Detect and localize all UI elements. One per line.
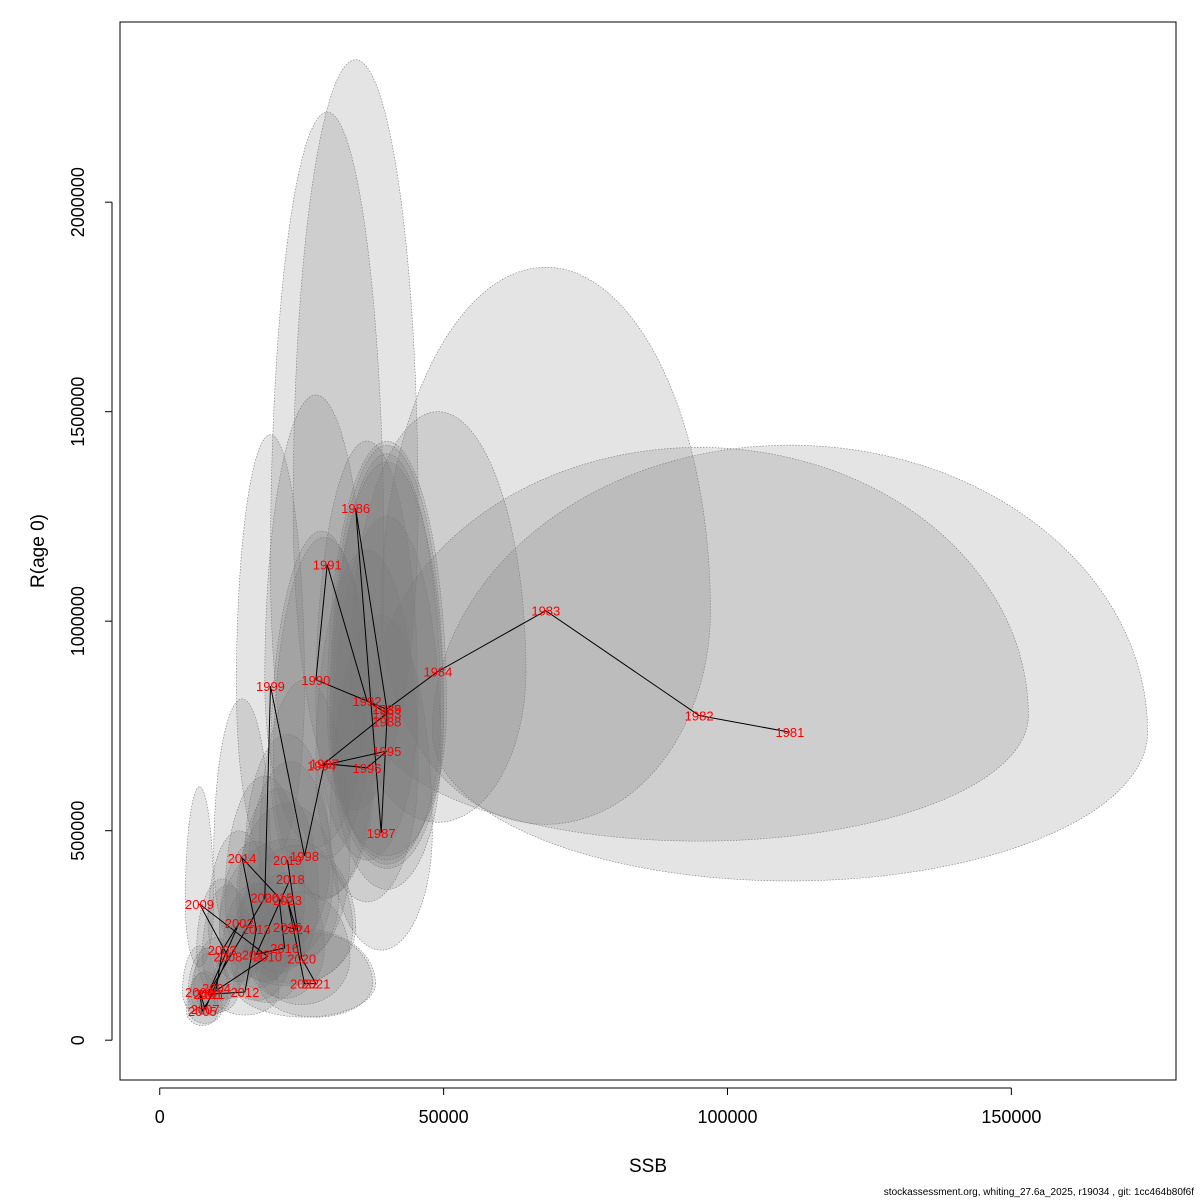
year-label-2024: 2024 (282, 922, 311, 937)
y-tick-label: 0 (68, 1035, 88, 1045)
year-label-2001: 2001 (194, 987, 223, 1002)
year-label-2018: 2018 (276, 872, 305, 887)
year-label-2003: 2003 (208, 943, 237, 958)
year-label-2015: 2015 (265, 891, 294, 906)
footer-note: stockassessment.org, whiting_27.6a_2025,… (883, 1187, 1194, 1198)
year-label-2022: 2022 (290, 977, 319, 992)
y-tick-label: 500000 (68, 801, 88, 861)
year-label-1989: 1989 (372, 702, 401, 717)
ellipse-1983 (380, 266, 711, 825)
year-label-1996: 1996 (353, 761, 382, 776)
ellipse-2013 (219, 841, 294, 988)
y-tick-label: 1500000 (68, 377, 88, 447)
y-axis: 0 500000 1000000 1500000 2000000 (68, 167, 113, 1045)
x-axis: 0 50000 100000 150000 (155, 1087, 1041, 1127)
year-label-2012: 2012 (230, 985, 259, 1000)
ellipse-1999 (236, 434, 305, 863)
ellipse-1995 (332, 516, 442, 890)
year-label-2013: 2013 (242, 922, 271, 937)
year-label-1995: 1995 (372, 744, 401, 759)
ellipse-2017 (221, 882, 291, 1001)
trajectory-polyline (199, 508, 790, 1013)
ellipse-2009 (184, 786, 214, 968)
year-label-1985: 1985 (372, 702, 401, 717)
year-label-1998: 1998 (290, 849, 319, 864)
year-label-2005: 2005 (188, 1004, 217, 1019)
y-tick-label: 2000000 (68, 167, 88, 237)
year-label-1994: 1994 (307, 759, 336, 774)
year-label-2007: 2007 (191, 1002, 220, 1017)
year-label-2019: 2019 (273, 853, 302, 868)
year-label-2004: 2004 (202, 981, 231, 996)
year-label-2008: 2008 (213, 949, 242, 964)
year-label-2010: 2010 (253, 949, 282, 964)
plot-frame (119, 21, 1177, 1081)
confidence-ellipses (182, 59, 1148, 1026)
year-label-1997: 1997 (310, 757, 339, 772)
ellipse-2020 (253, 891, 351, 1005)
ellipse-2019 (244, 734, 331, 949)
x-tick-label: 150000 (981, 1107, 1041, 1127)
x-axis-title: SSB (629, 1156, 667, 1177)
x-tick-label: 50000 (419, 1107, 469, 1127)
year-label-1991: 1991 (313, 558, 342, 573)
ellipse-1984 (349, 411, 527, 823)
ellipse-2001 (187, 947, 229, 1016)
year-label-2023: 2023 (273, 893, 302, 908)
year-label-2000: 2000 (250, 891, 279, 906)
y-axis-title: R(age 0) (28, 514, 49, 588)
year-label-2017: 2017 (242, 947, 271, 962)
ellipse-2024 (238, 845, 354, 984)
ellipse-2016 (244, 872, 325, 999)
y-tick-label: 1000000 (68, 586, 88, 656)
year-label-2020: 2020 (287, 951, 316, 966)
year-label-1983: 1983 (531, 604, 560, 619)
ellipse-2015 (238, 788, 320, 974)
ellipse-2003 (196, 878, 249, 1001)
ellipse-2021 (258, 933, 373, 1018)
ellipse-1994 (270, 531, 373, 900)
ellipse-1998 (258, 680, 351, 957)
year-label-2016: 2016 (270, 941, 299, 956)
ellipse-1981 (431, 445, 1148, 881)
year-label-1992: 1992 (353, 694, 382, 709)
year-label-2021: 2021 (301, 977, 330, 992)
year-label-1981: 1981 (775, 725, 804, 740)
ellipse-1997 (272, 537, 376, 899)
trajectory-line (199, 508, 790, 1013)
year-label-2014: 2014 (228, 851, 257, 866)
year-label-2009: 2009 (185, 897, 214, 912)
year-label-1988: 1988 (372, 715, 401, 730)
year-label-2025: 2025 (273, 920, 302, 935)
year-label-1986: 1986 (341, 501, 370, 516)
ellipse-1991 (270, 112, 384, 858)
year-label-1990: 1990 (301, 673, 330, 688)
x-tick-label: 0 (155, 1107, 165, 1127)
year-label-2002: 2002 (225, 916, 254, 931)
year-label-1987: 1987 (367, 826, 396, 841)
ellipse-1996 (315, 549, 419, 903)
year-label-1999: 1999 (256, 679, 285, 694)
year-label-1984: 1984 (423, 664, 452, 679)
year-label-1982: 1982 (685, 708, 714, 723)
year-label-2006: 2006 (185, 985, 214, 1000)
ellipse-2000 (224, 775, 305, 982)
x-tick-label: 100000 (697, 1107, 757, 1127)
year-label-2011: 2011 (197, 987, 225, 1002)
year-label-1993: 1993 (372, 706, 401, 721)
